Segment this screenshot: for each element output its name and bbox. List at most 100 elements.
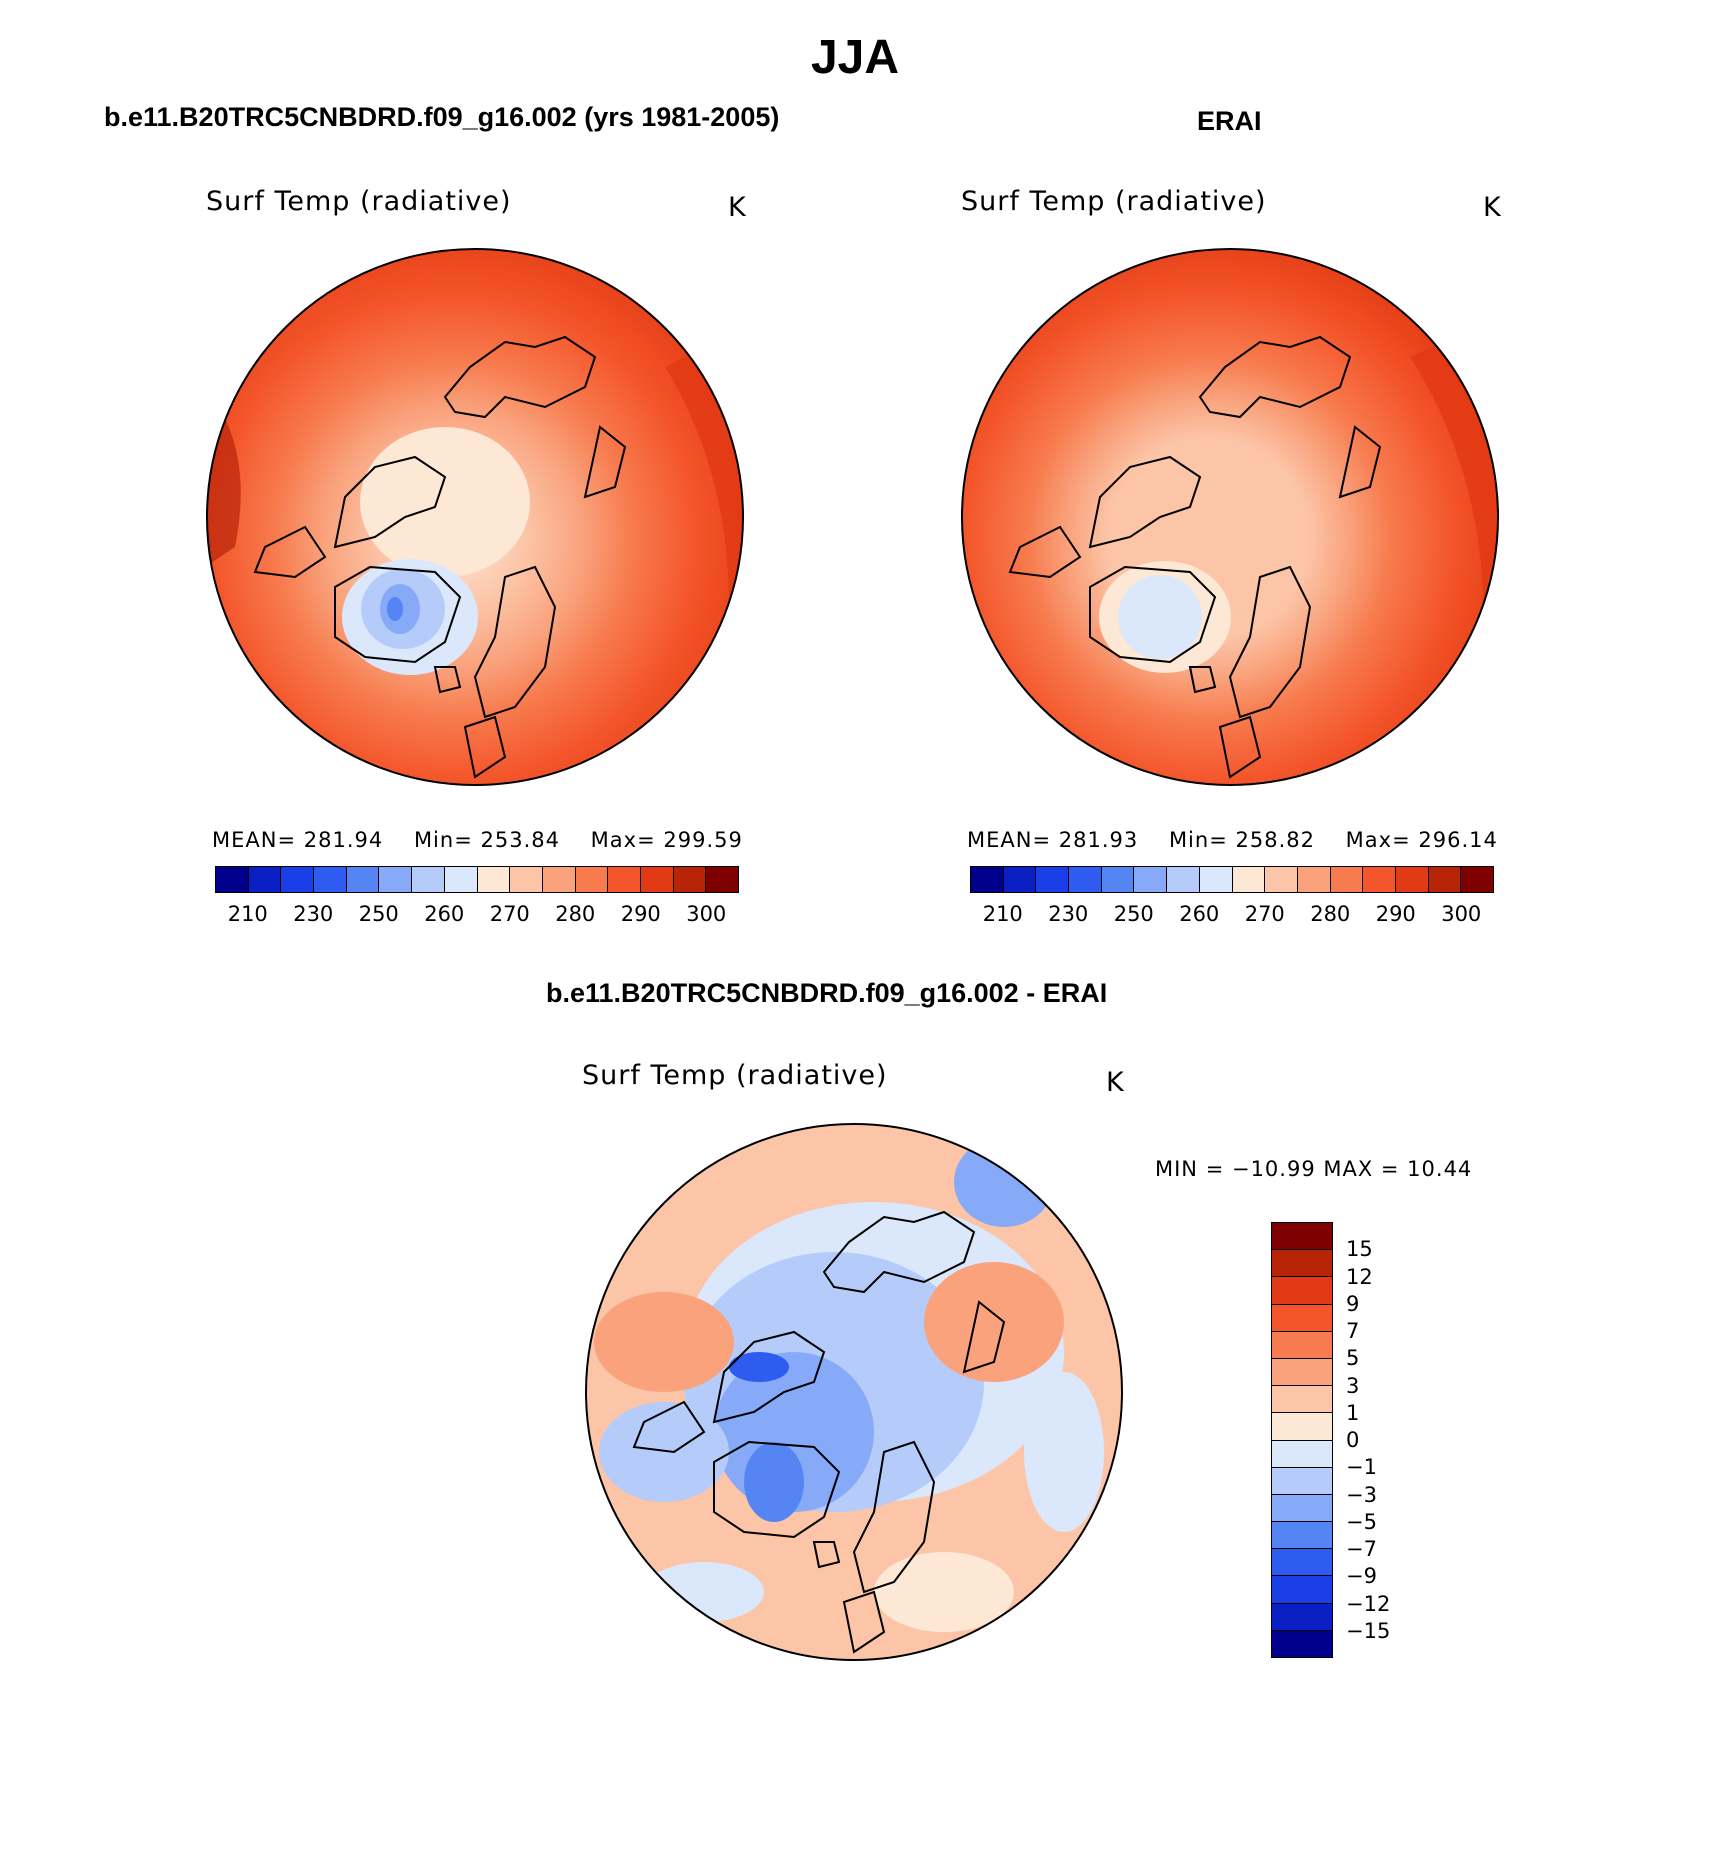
colorbar-tick-label: 270 (1244, 902, 1285, 926)
panel-heading-model: b.e11.B20TRC5CNBDRD.f09_g16.002 (yrs 198… (104, 102, 780, 132)
colorbar-tick-label: 15 (1346, 1237, 1373, 1262)
colorbar-tick-label: −15 (1346, 1618, 1391, 1643)
colorbar-tick-label: 0 (1346, 1428, 1360, 1452)
colorbar-box (1272, 1358, 1332, 1387)
min-value: 253.84 (480, 828, 560, 852)
colorbar-box (1272, 1413, 1332, 1441)
colorbar-box (1272, 1630, 1332, 1657)
colorbar-box (281, 867, 315, 892)
figure-title: JJA (810, 31, 900, 84)
units-label-obs: K (1483, 192, 1501, 223)
colorbar-tick-label: 290 (1375, 902, 1416, 926)
colorbar-box (1272, 1603, 1332, 1631)
variable-label-model: Surf Temp (radiative) (206, 186, 512, 217)
colorbar-tick-label: 210 (227, 902, 268, 926)
colorbar-tick-label: 1 (1346, 1400, 1360, 1425)
colorbar-diff (1271, 1222, 1333, 1658)
colorbar-box (1101, 867, 1135, 892)
variable-label-diff: Surf Temp (radiative) (582, 1060, 888, 1091)
colorbar-tick-label: 230 (293, 902, 334, 926)
colorbar-box (1272, 1304, 1332, 1332)
colorbar-box (542, 867, 576, 892)
colorbar-box (1199, 867, 1233, 892)
variable-label-obs: Surf Temp (radiative) (961, 186, 1267, 217)
stats-diff: MIN = −10.99 MAX = 10.44 (1155, 1157, 1473, 1181)
colorbar-tick-label: 5 (1346, 1346, 1360, 1371)
colorbar-box (1272, 1467, 1332, 1495)
colorbar-tick-label: −5 (1346, 1509, 1377, 1534)
colorbar-box (1297, 867, 1331, 892)
colorbar-tick-label: 12 (1346, 1264, 1373, 1289)
colorbar-box (1330, 867, 1364, 892)
max-label: Max= (590, 828, 656, 852)
max-label: Max= (1345, 828, 1411, 852)
colorbar-box (1232, 867, 1266, 892)
panel-heading-obs: ERAI (1197, 106, 1262, 136)
colorbar-box (1428, 867, 1462, 892)
colorbar-box (1272, 1549, 1332, 1577)
colorbar-box (1272, 1386, 1332, 1414)
colorbar-tick-label: 7 (1346, 1319, 1360, 1343)
colorbar-box (1265, 867, 1298, 892)
max-value: 296.14 (1418, 828, 1498, 852)
colorbar-box (510, 867, 543, 892)
colorbar-box (216, 867, 249, 892)
colorbar-box (1272, 1522, 1332, 1550)
colorbar-tick-label: 260 (1179, 902, 1220, 926)
colorbar-box (248, 867, 282, 892)
colorbar-box (640, 867, 674, 892)
colorbar-tick-label: 230 (1048, 902, 1089, 926)
colorbar-box (1272, 1250, 1332, 1278)
colorbar-box (1272, 1331, 1332, 1359)
colorbar-tick-label: −12 (1346, 1591, 1391, 1616)
min-value: 258.82 (1235, 828, 1315, 852)
mean-label: MEAN= (967, 828, 1052, 852)
colorbar-tick-label: 280 (555, 902, 596, 926)
colorbar-box (444, 867, 478, 892)
colorbar-tick-label: 290 (620, 902, 661, 926)
units-label-diff: K (1106, 1067, 1124, 1098)
colorbar-model (215, 866, 739, 893)
colorbar-box (706, 867, 738, 892)
colorbar-tick-label: 250 (358, 902, 399, 926)
colorbar-box (314, 867, 347, 892)
max-value: 299.59 (663, 828, 743, 852)
colorbar-tick-label: 300 (1441, 902, 1482, 926)
colorbar-box (477, 867, 511, 892)
colorbar-obs (970, 866, 1494, 893)
mean-value: 281.93 (1058, 828, 1139, 852)
colorbar-tick-label: 270 (489, 902, 530, 926)
colorbar-box (1363, 867, 1396, 892)
colorbar-box (1272, 1494, 1332, 1523)
polar-map-model (206, 248, 744, 786)
colorbar-box (1167, 867, 1200, 892)
colorbar-tick-label: 260 (424, 902, 465, 926)
units-label-model: K (728, 192, 746, 223)
mean-label: MEAN= (212, 828, 297, 852)
colorbar-box (608, 867, 641, 892)
colorbar-tick-label: 300 (686, 902, 727, 926)
colorbar-box (379, 867, 413, 892)
colorbar-tick-label: 280 (1310, 902, 1351, 926)
min-label: Min= (1168, 828, 1228, 852)
colorbar-tick-label: 210 (982, 902, 1023, 926)
panel-heading-diff: b.e11.B20TRC5CNBDRD.f09_g16.002 - ERAI (546, 978, 1108, 1008)
colorbar-box (1003, 867, 1037, 892)
colorbar-tick-label: 9 (1346, 1291, 1360, 1316)
colorbar-tick-label: −3 (1346, 1482, 1377, 1507)
stats-model: MEAN= 281.94 Min= 253.84 Max= 299.59 (212, 828, 743, 852)
colorbar-box (673, 867, 707, 892)
min-label: Min= (413, 828, 473, 852)
colorbar-box (1036, 867, 1070, 892)
stats-obs: MEAN= 281.93 Min= 258.82 Max= 296.14 (967, 828, 1498, 852)
colorbar-box (1272, 1440, 1332, 1468)
colorbar-box (412, 867, 445, 892)
colorbar-tick-label: 3 (1346, 1373, 1360, 1398)
colorbar-box (1069, 867, 1102, 892)
polar-map-diff (585, 1123, 1123, 1661)
colorbar-box (1272, 1223, 1332, 1251)
colorbar-box (1272, 1576, 1332, 1604)
colorbar-box (1272, 1277, 1332, 1305)
colorbar-box (575, 867, 609, 892)
colorbar-tick-label: 250 (1113, 902, 1154, 926)
